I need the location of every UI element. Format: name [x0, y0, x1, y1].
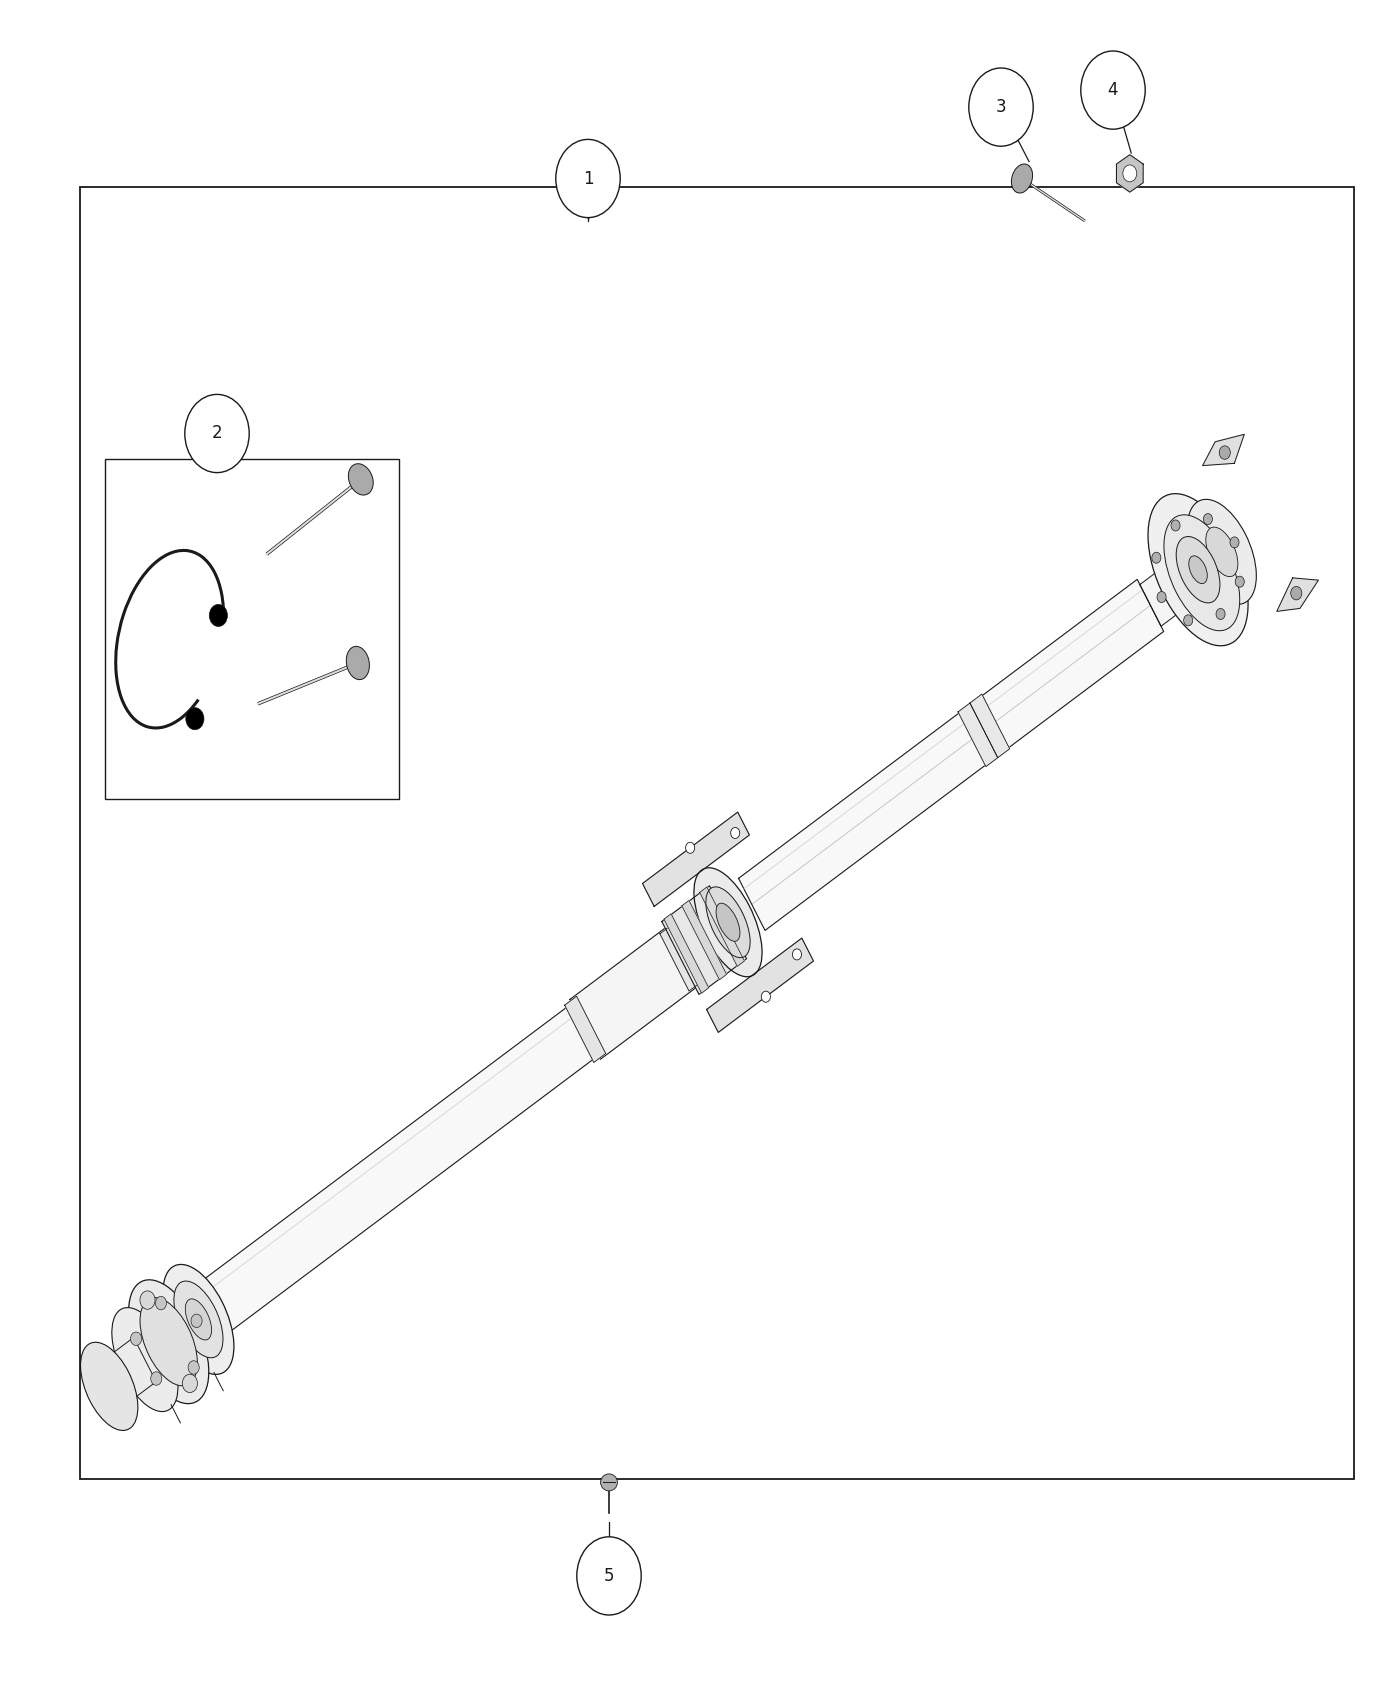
Polygon shape — [192, 1003, 598, 1341]
Circle shape — [1204, 513, 1212, 525]
Circle shape — [1152, 552, 1161, 563]
Circle shape — [140, 1290, 155, 1309]
Circle shape — [182, 1374, 197, 1392]
Circle shape — [1123, 165, 1137, 182]
Circle shape — [762, 991, 770, 1003]
FancyBboxPatch shape — [105, 459, 399, 799]
Ellipse shape — [706, 887, 750, 957]
Text: 2: 2 — [211, 425, 223, 442]
Polygon shape — [659, 925, 701, 991]
Circle shape — [556, 139, 620, 218]
Circle shape — [1156, 592, 1166, 602]
Ellipse shape — [694, 867, 762, 977]
Circle shape — [792, 949, 801, 960]
Circle shape — [1183, 615, 1193, 626]
Polygon shape — [970, 694, 1009, 758]
Circle shape — [1231, 537, 1239, 547]
Ellipse shape — [140, 1297, 197, 1385]
Polygon shape — [664, 915, 708, 993]
Polygon shape — [682, 901, 727, 979]
Circle shape — [686, 842, 694, 853]
Ellipse shape — [112, 1307, 178, 1411]
Circle shape — [209, 605, 227, 627]
Circle shape — [185, 394, 249, 473]
Circle shape — [1217, 609, 1225, 619]
Ellipse shape — [346, 646, 370, 680]
Ellipse shape — [1011, 163, 1033, 194]
Polygon shape — [85, 1338, 157, 1418]
Polygon shape — [1140, 549, 1208, 626]
Ellipse shape — [1187, 500, 1256, 605]
Circle shape — [155, 1297, 167, 1309]
Circle shape — [151, 1372, 162, 1386]
Ellipse shape — [162, 1265, 234, 1374]
Text: 3: 3 — [995, 99, 1007, 116]
Polygon shape — [700, 887, 745, 966]
Ellipse shape — [81, 1343, 137, 1430]
Text: 1: 1 — [582, 170, 594, 187]
Circle shape — [969, 68, 1033, 146]
Ellipse shape — [601, 1474, 617, 1491]
Polygon shape — [643, 813, 749, 906]
Polygon shape — [564, 996, 606, 1062]
Circle shape — [186, 707, 204, 729]
Circle shape — [188, 1360, 199, 1374]
Polygon shape — [739, 580, 1163, 930]
Polygon shape — [1116, 155, 1144, 192]
Polygon shape — [1277, 578, 1319, 612]
Ellipse shape — [1163, 515, 1240, 631]
Text: 4: 4 — [1107, 82, 1119, 99]
Polygon shape — [662, 886, 746, 994]
Circle shape — [1081, 51, 1145, 129]
Ellipse shape — [1148, 493, 1247, 646]
Circle shape — [1291, 586, 1302, 600]
Polygon shape — [144, 1295, 210, 1374]
Ellipse shape — [129, 1280, 209, 1404]
Ellipse shape — [349, 464, 374, 495]
Ellipse shape — [715, 903, 741, 942]
Circle shape — [731, 828, 739, 838]
Polygon shape — [1203, 434, 1245, 466]
Circle shape — [1219, 445, 1231, 459]
Circle shape — [1235, 576, 1245, 586]
Ellipse shape — [185, 1299, 211, 1340]
Polygon shape — [707, 938, 813, 1032]
Circle shape — [1170, 520, 1180, 530]
Circle shape — [130, 1333, 141, 1345]
Polygon shape — [570, 928, 696, 1059]
Ellipse shape — [174, 1282, 223, 1358]
Ellipse shape — [1205, 527, 1238, 576]
Ellipse shape — [1189, 556, 1207, 583]
Ellipse shape — [1176, 537, 1219, 604]
Text: 5: 5 — [603, 1567, 615, 1584]
Circle shape — [190, 1314, 202, 1328]
Polygon shape — [958, 704, 998, 767]
Circle shape — [577, 1537, 641, 1615]
